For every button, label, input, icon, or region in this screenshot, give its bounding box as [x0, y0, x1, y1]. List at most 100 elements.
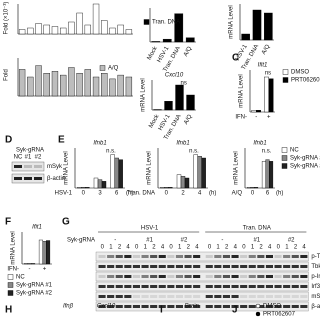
band	[184, 285, 192, 288]
x-tick-label: A/Q	[183, 114, 194, 126]
bar	[42, 241, 47, 265]
band	[214, 255, 222, 258]
bar	[174, 13, 184, 43]
bar	[164, 101, 173, 111]
annotation: ns	[265, 71, 271, 77]
band	[214, 285, 222, 288]
band	[175, 305, 183, 308]
chart-title: Ifnβ	[63, 304, 74, 310]
panel-label: G	[62, 217, 70, 228]
bar	[264, 76, 269, 113]
band	[98, 305, 106, 308]
legend-label: A/Q	[108, 66, 119, 72]
band	[34, 177, 42, 180]
band	[265, 305, 273, 308]
legend-label: Syk-gRNA #1	[16, 283, 53, 289]
y-axis-label: mRNA Level	[147, 151, 153, 184]
band	[115, 285, 123, 288]
band	[158, 255, 166, 258]
band	[158, 295, 166, 298]
band	[265, 265, 273, 268]
band	[248, 295, 256, 298]
band	[248, 255, 256, 258]
band	[274, 285, 282, 288]
bar	[162, 38, 172, 43]
band	[132, 285, 140, 288]
band	[265, 255, 273, 258]
bar	[27, 263, 32, 265]
legend-label: Syk-gRNA #2	[290, 164, 320, 170]
band	[115, 305, 123, 308]
band	[98, 265, 106, 268]
band	[107, 265, 115, 268]
panel-label: D	[5, 135, 12, 146]
blot	[95, 281, 309, 292]
band	[115, 275, 123, 278]
band	[274, 275, 282, 278]
x-tick-label: -	[255, 115, 257, 121]
row-label: Irf3	[311, 284, 320, 290]
x-tick-label: A/Q	[183, 46, 194, 58]
x-tick-label: +	[43, 267, 47, 273]
y-axis-label: mRNA Level	[239, 74, 245, 107]
band	[124, 295, 132, 298]
band	[222, 295, 230, 298]
band	[205, 255, 213, 258]
legend-swatch	[281, 147, 288, 153]
band	[184, 265, 192, 268]
band	[124, 285, 132, 288]
band	[14, 165, 22, 168]
bar	[77, 187, 82, 189]
band	[205, 295, 213, 298]
band	[167, 255, 175, 258]
chart-title: Ifnb1	[93, 141, 106, 147]
blot-header: Syk-gRNA	[16, 148, 44, 154]
x-tick-label: 6	[115, 191, 119, 197]
band	[214, 295, 222, 298]
band	[175, 285, 183, 288]
band	[150, 305, 158, 308]
band	[141, 255, 149, 258]
band	[300, 285, 308, 288]
blot	[95, 261, 309, 272]
band	[115, 255, 123, 258]
bar	[250, 187, 255, 189]
band	[167, 265, 175, 268]
time-label: 1	[109, 245, 113, 251]
band	[175, 275, 183, 278]
band	[167, 305, 175, 308]
x-tick-label: 4	[198, 191, 202, 197]
time-label: 2	[118, 245, 122, 251]
panel-label: C	[232, 53, 239, 64]
time-label: 0	[242, 245, 246, 251]
band	[257, 305, 265, 308]
band	[205, 265, 213, 268]
band	[240, 305, 248, 308]
bar	[76, 12, 83, 35]
band	[291, 305, 299, 308]
time-label: 1	[251, 245, 255, 251]
blot	[95, 301, 309, 312]
bar	[92, 76, 100, 97]
legend-marker	[255, 303, 261, 309]
band	[124, 275, 132, 278]
band	[107, 255, 115, 258]
band	[257, 295, 265, 298]
sub-label: #1	[146, 238, 153, 244]
row-label: p-Irf3ˢ³⁹⁶	[311, 273, 320, 280]
bar	[252, 9, 262, 41]
panel-label: I	[160, 305, 163, 316]
group-label: HSV-1	[141, 226, 159, 232]
blot	[95, 291, 309, 302]
bar	[31, 263, 36, 265]
bar	[81, 187, 86, 189]
bar	[84, 69, 91, 97]
band	[214, 275, 222, 278]
bar	[175, 84, 184, 111]
x-tick-label: 3	[98, 191, 102, 197]
band	[132, 275, 140, 278]
bar	[84, 24, 91, 35]
time-label: 1	[285, 245, 289, 251]
band	[205, 275, 213, 278]
x-axis-label: Tran. DNA	[127, 191, 155, 197]
